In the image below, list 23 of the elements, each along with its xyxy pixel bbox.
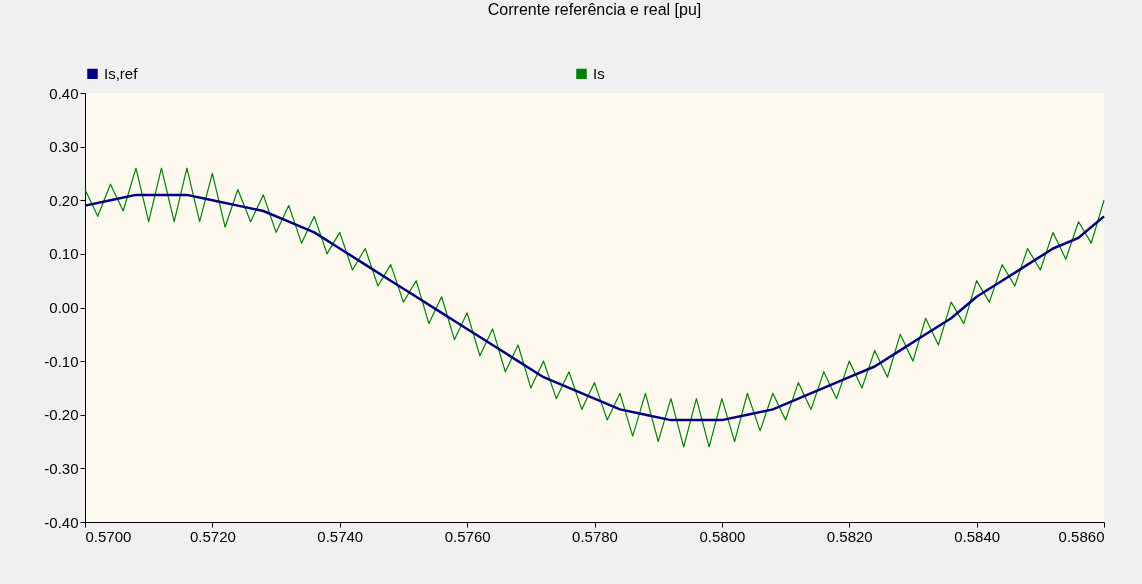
line-series <box>84 167 1105 448</box>
y-tick-label: 0.00 <box>49 299 79 316</box>
legend-label: Is <box>593 64 605 82</box>
y-tick-label: 0.10 <box>49 245 79 263</box>
y-tick-label: -0.30 <box>44 459 79 477</box>
x-tick-label: 0.5740 <box>317 527 364 545</box>
y-tick-label: -0.20 <box>44 406 79 424</box>
y-tick-label: 0.40 <box>49 84 79 102</box>
legend-label: Is,ref <box>104 64 139 82</box>
x-tick-label: 0.5780 <box>572 527 618 545</box>
chart-title: Corrente referência e real [pu] <box>487 1 702 18</box>
x-tick-label: 0.5700 <box>85 527 132 545</box>
x-tick-label: 0.5800 <box>699 527 746 545</box>
y-tick-label: 0.30 <box>49 138 79 156</box>
y-tick-label: -0.10 <box>44 352 79 370</box>
x-tick-label: 0.5840 <box>954 527 1001 545</box>
y-tick-label: 0.20 <box>49 191 79 209</box>
x-tick-label: 0.5760 <box>444 527 491 545</box>
x-tick-label: 0.5720 <box>189 527 236 545</box>
x-tick-label: 0.5820 <box>826 527 873 545</box>
line-series <box>83 193 1106 422</box>
y-tick-label: -0.40 <box>44 513 79 531</box>
x-tick-label: 0.5860 <box>1058 527 1105 545</box>
